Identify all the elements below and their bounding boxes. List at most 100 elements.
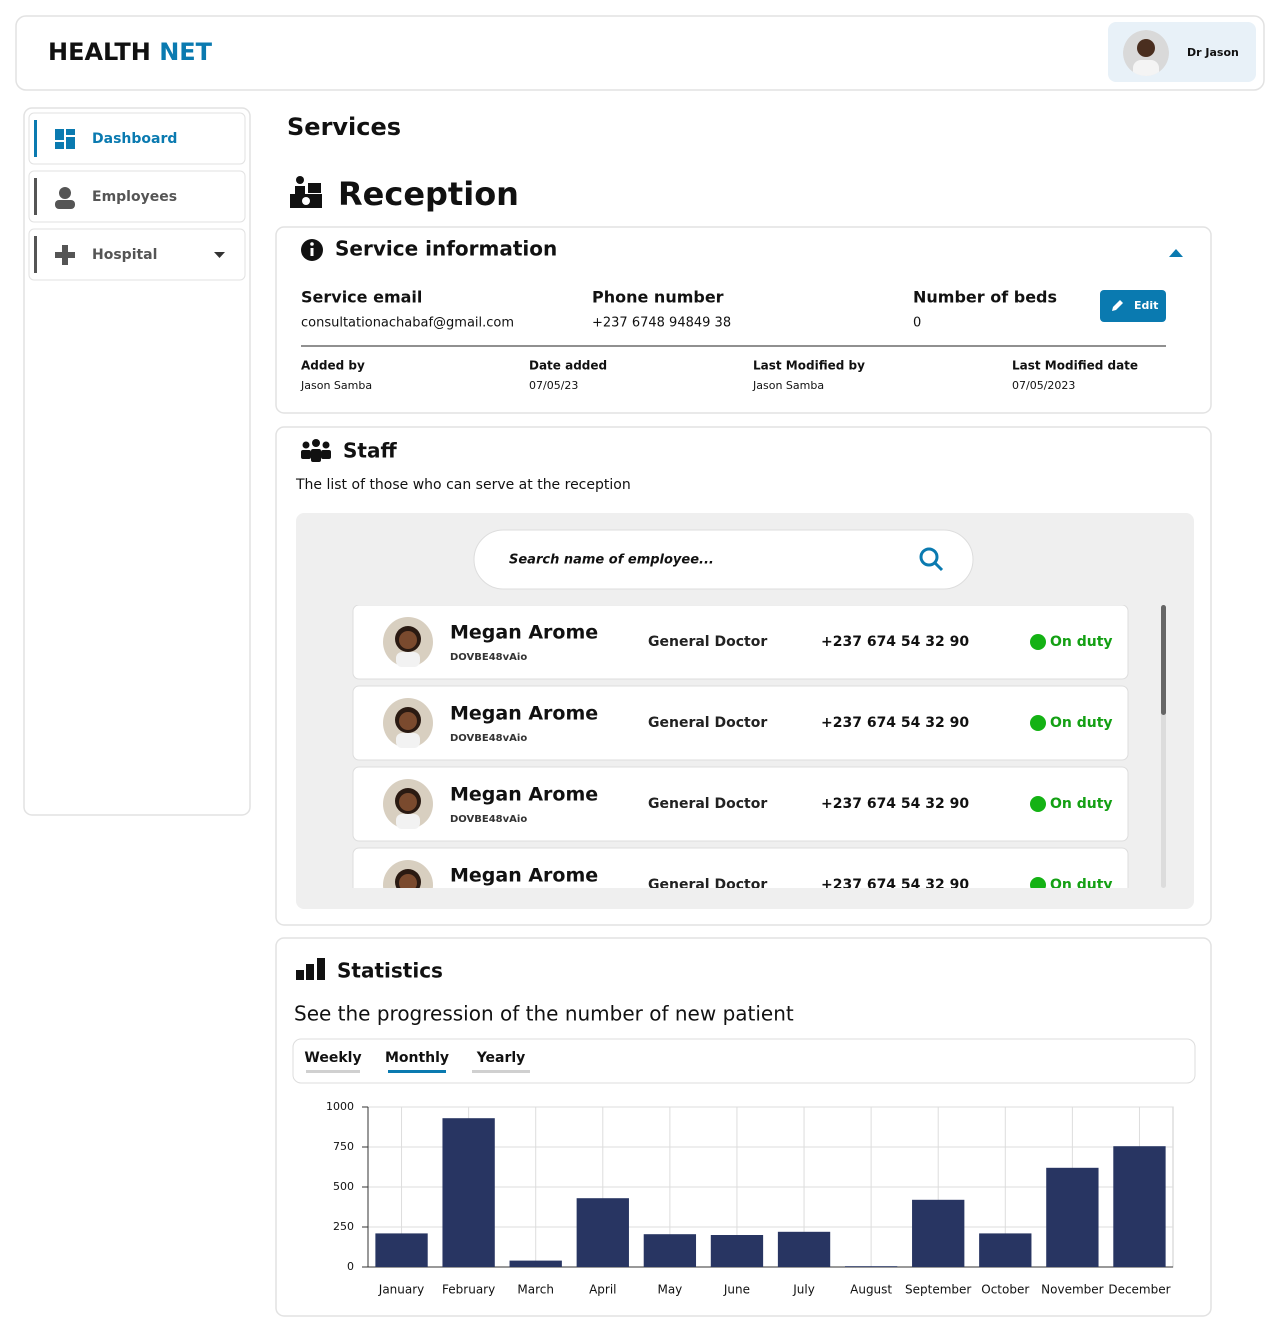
field-label: Number of beds — [913, 288, 1057, 307]
field-value: consultationachabaf@gmail.com — [301, 316, 514, 331]
meta-label: Date added — [529, 359, 607, 373]
service-name: Reception — [338, 175, 519, 213]
page-title: Services — [287, 113, 401, 141]
tab-label[interactable]: Yearly — [476, 1050, 526, 1066]
header — [15, 15, 1265, 91]
x-tick-label: November — [1041, 1283, 1103, 1297]
bar — [1113, 1146, 1166, 1267]
tab-label[interactable]: Weekly — [304, 1050, 361, 1066]
meta-value: Jason Samba — [752, 379, 824, 392]
nav-accent — [34, 236, 37, 273]
nav-item[interactable] — [28, 112, 246, 165]
edit-label: Edit — [1134, 299, 1158, 312]
status-dot — [1030, 634, 1046, 650]
logo: HEALTH NET — [48, 38, 213, 66]
bar — [979, 1233, 1032, 1267]
staff-role: General Doctor — [648, 715, 767, 731]
tab-underline — [388, 1070, 446, 1073]
staff-row[interactable] — [352, 685, 1129, 761]
meta-label: Last Modified by — [753, 359, 865, 373]
staff-description: The list of those who can serve at the r… — [295, 477, 631, 493]
meta-label: Added by — [301, 359, 365, 373]
nav-accent — [34, 120, 37, 157]
nav-item[interactable] — [28, 170, 246, 223]
status-dot — [1030, 796, 1046, 812]
nav-icon — [66, 129, 75, 135]
avatar-coat — [396, 652, 420, 667]
field-label: Service email — [301, 288, 422, 307]
search-box[interactable] — [473, 529, 974, 590]
staff-row[interactable] — [352, 605, 1129, 680]
chart: 0 250 500 750 1000 January February March April M… — [326, 1100, 1174, 1297]
nav-label: Employees — [92, 189, 177, 205]
field-label: Phone number — [592, 288, 724, 307]
staff-id: DOVBE48vAio — [450, 733, 527, 744]
x-tick-label: May — [657, 1283, 682, 1297]
bar — [777, 1231, 831, 1267]
meta-value: 07/05/2023 — [1012, 379, 1075, 392]
staff-phone: +237 674 54 32 90 — [821, 715, 969, 731]
bar — [509, 1260, 562, 1267]
tab-underline — [472, 1070, 530, 1073]
staff-id: DOVBE48vAio — [450, 652, 527, 663]
staff-role: General Doctor — [648, 634, 767, 650]
meta-label: Last Modified date — [1012, 359, 1138, 373]
user-name: Dr Jason — [1187, 46, 1239, 59]
nav-dropdown[interactable] — [214, 252, 225, 258]
bar — [643, 1234, 697, 1267]
staff-id: DOVBE48vAio — [450, 814, 527, 825]
nav-icon — [66, 137, 75, 149]
bar — [375, 1233, 428, 1267]
status-dot — [1030, 715, 1046, 731]
stats-card — [275, 937, 1212, 1317]
edit-icon — [1112, 300, 1123, 311]
staff-phone: +237 674 54 32 90 — [821, 796, 969, 812]
nav-label: Hospital — [92, 247, 157, 263]
staff-role: General Doctor — [648, 877, 767, 893]
tab-label[interactable]: Monthly — [385, 1050, 449, 1066]
meta-value: Jason Samba — [300, 379, 372, 392]
y-tick-label: 0 — [347, 1260, 354, 1273]
bar — [710, 1235, 764, 1267]
staff-name: Megan Arome — [450, 622, 598, 644]
staff-row[interactable] — [352, 847, 1129, 922]
field-value: +237 6748 94849 38 — [592, 316, 731, 331]
section-title: Service information — [335, 237, 557, 261]
avatar-face — [399, 712, 417, 730]
meta-value: 07/05/23 — [529, 379, 578, 392]
info-icon-dot — [310, 242, 314, 246]
scroll-thumb[interactable] — [1161, 605, 1166, 715]
nav-icon — [55, 245, 75, 265]
staff-name: Megan Arome — [450, 865, 598, 887]
staff-row[interactable] — [352, 766, 1129, 842]
nav-icon — [55, 142, 64, 149]
staff-role: General Doctor — [648, 796, 767, 812]
search-icon[interactable] — [919, 547, 944, 572]
staff-status: On duty — [1050, 715, 1113, 731]
x-tick-label: August — [850, 1283, 892, 1297]
staff-icon — [301, 439, 331, 462]
staff-status: On duty — [1050, 634, 1113, 650]
x-tick-label: October — [981, 1283, 1029, 1297]
avatar-coat — [396, 733, 420, 748]
collapse-toggle[interactable] — [1169, 249, 1183, 257]
nav-label: Dashboard — [92, 131, 177, 147]
x-tick-label: March — [517, 1283, 554, 1297]
edit-button[interactable] — [1100, 290, 1166, 322]
y-tick-label: 1000 — [326, 1100, 354, 1113]
staff-status: On duty — [1050, 796, 1113, 812]
logo-main: HEALTH — [48, 38, 151, 66]
nav-accent — [34, 178, 37, 215]
staff-phone: +237 674 54 32 90 — [821, 877, 969, 893]
x-tick-label: February — [442, 1283, 495, 1297]
staff-status: On duty — [1050, 877, 1113, 893]
field-value: 0 — [913, 316, 921, 331]
info-icon-mark — [310, 248, 314, 256]
nav-item[interactable] — [28, 228, 246, 281]
logo-accent: NET — [159, 38, 212, 66]
avatar-face — [399, 631, 417, 649]
x-tick-label: April — [589, 1283, 616, 1297]
bar — [844, 1266, 898, 1267]
